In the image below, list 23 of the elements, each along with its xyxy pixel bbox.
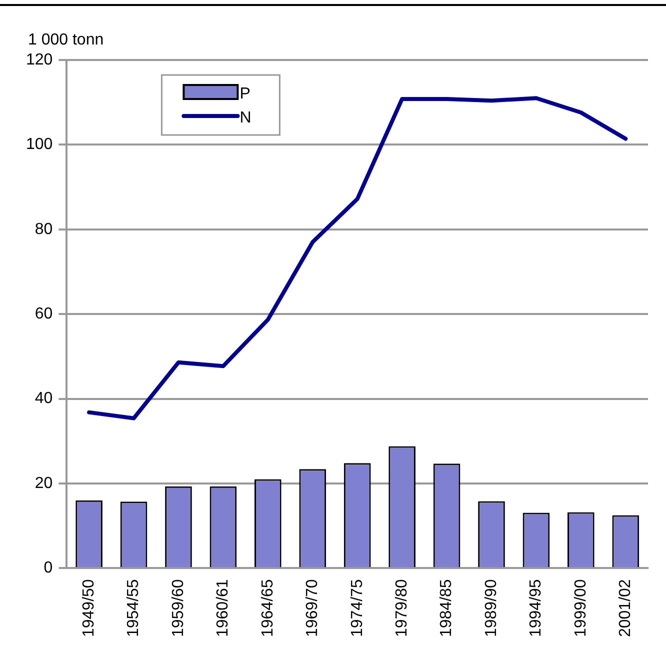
- x-tick-label: 2001/02: [617, 579, 634, 638]
- x-tick-label: 1979/80: [393, 579, 410, 638]
- y-tick-label: 20: [34, 474, 53, 492]
- y-tick-label: 120: [26, 51, 53, 68]
- y-tick-label: 80: [34, 220, 53, 238]
- y-tick-label: 60: [34, 305, 53, 322]
- x-tick-label: 1999/00: [572, 579, 590, 638]
- x-tick-label: 1984/85: [438, 579, 456, 638]
- y-tick-label: 100: [26, 136, 53, 154]
- y-tick-label: 0: [44, 560, 53, 577]
- y-axis-title: 1 000 tonn: [28, 31, 104, 48]
- y-tick-label: 40: [34, 390, 53, 408]
- x-tick-label: 1969/70: [304, 579, 322, 638]
- x-tick-label: 1964/65: [259, 579, 276, 638]
- x-tick-label: 1974/75: [348, 579, 366, 638]
- legend-label: P: [240, 85, 250, 102]
- x-tick-label: 1959/60: [170, 579, 187, 638]
- legend-label: N: [240, 109, 252, 126]
- x-tick-label: 1989/90: [482, 579, 500, 638]
- x-tick-label: 1949/50: [80, 579, 98, 638]
- x-tick-label: 1954/55: [125, 579, 142, 638]
- x-tick-label: 1960/61: [214, 579, 232, 638]
- x-tick-label: 1994/95: [528, 579, 545, 638]
